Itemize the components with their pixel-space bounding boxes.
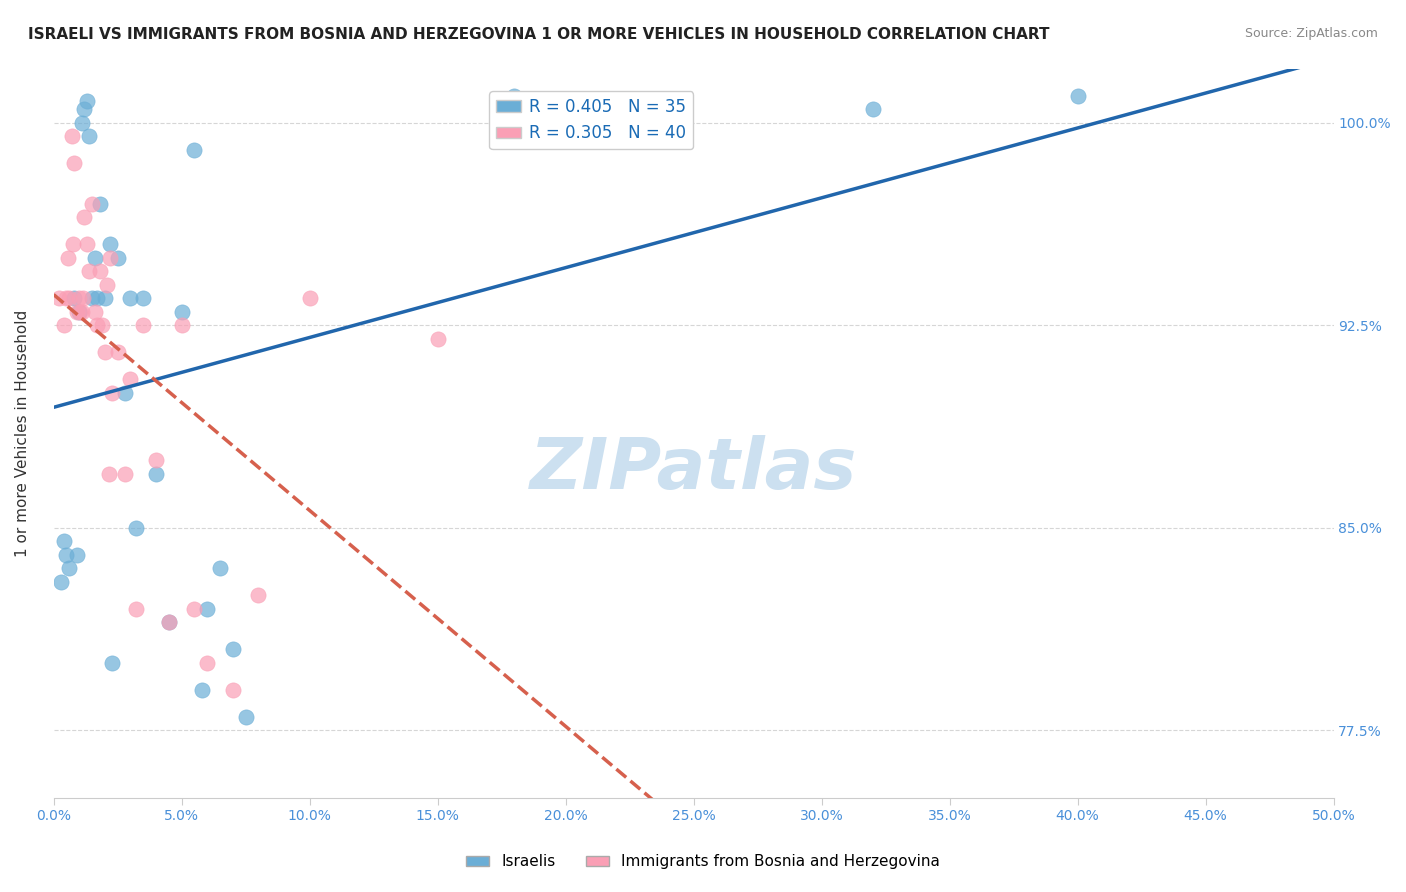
Point <box>98 237 121 252</box>
Point <box>73 210 96 224</box>
Point <box>101 385 124 400</box>
Point <box>83 251 105 265</box>
Point <box>89 264 111 278</box>
Point <box>60 129 83 144</box>
Point <box>79 264 101 278</box>
Point <box>89 196 111 211</box>
Point <box>132 318 155 332</box>
Point <box>96 277 118 292</box>
Point <box>55 291 77 305</box>
Point <box>157 615 180 629</box>
Point <box>1066 88 1088 103</box>
Point <box>55 548 77 562</box>
Point <box>195 656 218 670</box>
Point <box>86 291 108 305</box>
Point <box>222 682 245 697</box>
Point <box>91 318 114 332</box>
Point <box>62 237 84 252</box>
Point <box>80 196 103 211</box>
Point <box>145 453 167 467</box>
Point <box>247 588 270 602</box>
Point <box>94 291 117 305</box>
Point <box>124 601 146 615</box>
Point <box>70 304 93 318</box>
Point <box>73 102 96 116</box>
Y-axis label: 1 or more Vehicles in Household: 1 or more Vehicles in Household <box>15 310 30 557</box>
Point <box>66 304 89 318</box>
Point <box>124 520 146 534</box>
Point <box>183 601 205 615</box>
Point <box>503 88 526 103</box>
Point <box>79 129 101 144</box>
Point <box>235 709 257 723</box>
Point <box>132 291 155 305</box>
Point <box>208 561 231 575</box>
Point <box>145 467 167 481</box>
Point <box>72 291 94 305</box>
Point <box>66 548 89 562</box>
Point <box>86 318 108 332</box>
Point <box>94 345 117 359</box>
Point <box>114 385 136 400</box>
Point <box>51 574 73 589</box>
Point <box>183 143 205 157</box>
Point <box>426 332 449 346</box>
Point <box>170 304 193 318</box>
Point <box>862 102 884 116</box>
Point <box>107 251 129 265</box>
Point <box>83 304 105 318</box>
Point <box>107 345 129 359</box>
Point <box>195 601 218 615</box>
Point <box>67 304 90 318</box>
Point <box>114 467 136 481</box>
Point <box>58 291 80 305</box>
Point <box>120 372 142 386</box>
Legend: Israelis, Immigrants from Bosnia and Herzegovina: Israelis, Immigrants from Bosnia and Her… <box>460 848 946 875</box>
Point <box>97 467 120 481</box>
Point <box>56 251 79 265</box>
Point <box>48 291 70 305</box>
Text: ZIPatlas: ZIPatlas <box>530 435 858 504</box>
Legend: R = 0.405   N = 35, R = 0.305   N = 40: R = 0.405 N = 35, R = 0.305 N = 40 <box>489 92 693 149</box>
Point <box>58 561 80 575</box>
Point <box>67 291 90 305</box>
Point <box>101 656 124 670</box>
Point <box>52 318 75 332</box>
Point <box>80 291 103 305</box>
Point <box>298 291 321 305</box>
Point <box>63 156 86 170</box>
Point <box>76 94 98 108</box>
Point <box>69 304 91 318</box>
Point <box>157 615 180 629</box>
Point <box>63 291 86 305</box>
Point <box>222 642 245 657</box>
Point <box>52 534 75 549</box>
Point <box>98 251 121 265</box>
Text: ISRAELI VS IMMIGRANTS FROM BOSNIA AND HERZEGOVINA 1 OR MORE VEHICLES IN HOUSEHOL: ISRAELI VS IMMIGRANTS FROM BOSNIA AND HE… <box>28 27 1050 42</box>
Text: Source: ZipAtlas.com: Source: ZipAtlas.com <box>1244 27 1378 40</box>
Point <box>76 237 98 252</box>
Point <box>170 318 193 332</box>
Point <box>191 682 214 697</box>
Point <box>70 115 93 129</box>
Point <box>120 291 142 305</box>
